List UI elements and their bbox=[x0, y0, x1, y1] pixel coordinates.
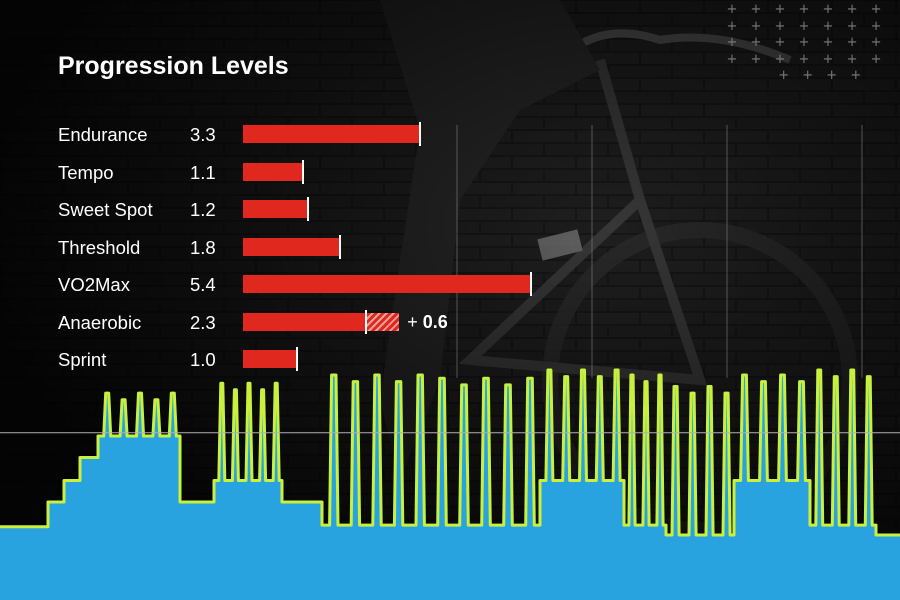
value-label: 5.4 bbox=[190, 274, 216, 295]
bar bbox=[243, 159, 304, 184]
increment-value: 0.6 bbox=[417, 311, 448, 332]
bar bbox=[243, 347, 299, 371]
bar-end-marker bbox=[296, 347, 299, 371]
category-label: Endurance bbox=[58, 124, 148, 145]
bar bbox=[243, 309, 368, 334]
bar bbox=[243, 234, 341, 259]
category-label: Anaerobic bbox=[58, 311, 142, 333]
bar-end-marker bbox=[301, 159, 304, 184]
bar-row-anaerobic: Anaerobic 2.3 + 0.6 bbox=[0, 308, 900, 338]
increment-prefix: + bbox=[407, 311, 418, 332]
decorative-plus-grid: + + + + + + + + + + + + + + + + + + + + … bbox=[726, 2, 886, 83]
increment-label: + 0.6 bbox=[407, 312, 448, 333]
bar-end-marker bbox=[530, 272, 533, 296]
bar bbox=[243, 272, 533, 296]
bar-row-vo2max: VO2Max 5.4 bbox=[0, 270, 900, 300]
value-label: 2.3 bbox=[190, 311, 216, 333]
bar-end-marker bbox=[306, 197, 309, 221]
bar-row-threshold: Threshold 1.8 bbox=[0, 233, 900, 263]
bar-row-sweet-spot: Sweet Spot 1.2 bbox=[0, 195, 900, 225]
value-label: 1.1 bbox=[190, 161, 216, 183]
workout-outline bbox=[0, 368, 900, 537]
workout-profile-chart bbox=[0, 368, 900, 600]
category-label: Sprint bbox=[58, 349, 107, 370]
category-label: VO2Max bbox=[58, 274, 130, 295]
bar bbox=[243, 122, 421, 146]
bar-row-sprint: Sprint 1.0 bbox=[0, 345, 900, 375]
bar-end-marker bbox=[365, 309, 368, 334]
bar-end-marker bbox=[418, 122, 421, 146]
increment-bar bbox=[367, 312, 400, 331]
value-label: 1.2 bbox=[190, 199, 216, 220]
value-label: 1.0 bbox=[190, 349, 216, 370]
bar-row-tempo: Tempo 1.1 bbox=[0, 158, 900, 188]
value-label: 3.3 bbox=[190, 124, 216, 145]
value-label: 1.8 bbox=[190, 236, 216, 258]
category-label: Threshold bbox=[58, 236, 141, 258]
bar bbox=[243, 197, 309, 221]
workout-area bbox=[0, 370, 900, 600]
chart-title: Progression Levels bbox=[58, 52, 289, 80]
category-label: Tempo bbox=[58, 161, 114, 183]
category-label: Sweet Spot bbox=[58, 199, 153, 220]
bar-row-endurance: Endurance 3.3 bbox=[0, 120, 900, 150]
bar-end-marker bbox=[338, 234, 341, 259]
